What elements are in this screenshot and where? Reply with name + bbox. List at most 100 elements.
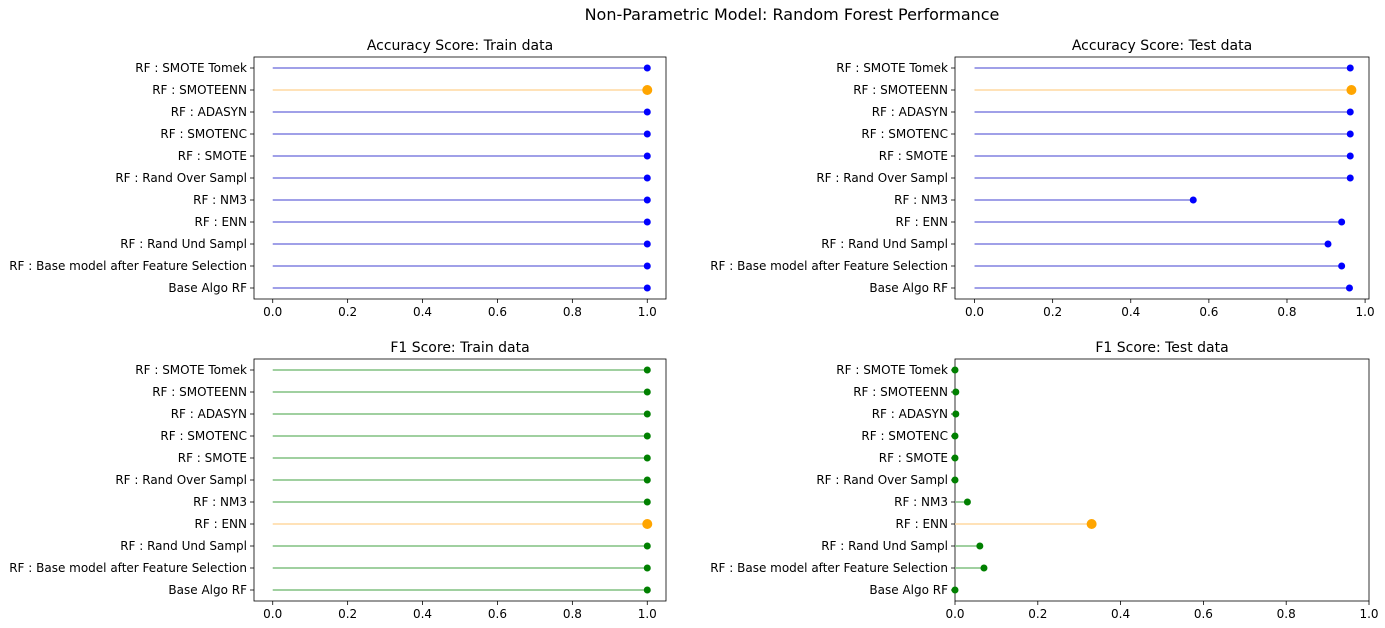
x-tick-label: 0.6 xyxy=(1194,607,1213,621)
data-marker xyxy=(643,152,651,160)
data-marker xyxy=(951,366,959,374)
x-tick-label: 0.0 xyxy=(263,305,282,319)
data-marker xyxy=(1346,152,1354,160)
y-tick-label: RF : SMOTEENN xyxy=(152,83,247,97)
y-tick-label: RF : SMOTENC xyxy=(160,127,247,141)
data-marker xyxy=(1346,130,1354,138)
y-tick-label: RF : NM3 xyxy=(894,495,948,509)
figure-title: Non-Parametric Model: Random Forest Perf… xyxy=(585,5,1000,24)
data-marker xyxy=(643,218,651,226)
data-marker xyxy=(643,64,651,72)
x-tick-label: 1.0 xyxy=(1356,305,1375,319)
y-tick-label: RF : SMOTE Tomek xyxy=(836,61,948,75)
data-marker xyxy=(1338,218,1346,226)
y-tick-label: RF : Rand Und Sampl xyxy=(120,237,247,251)
data-marker xyxy=(951,454,959,462)
data-marker xyxy=(643,388,651,396)
data-marker xyxy=(1345,284,1353,292)
data-marker xyxy=(643,262,651,270)
data-marker xyxy=(1324,240,1332,248)
data-marker xyxy=(643,130,651,138)
y-tick-label: Base Algo RF xyxy=(168,281,247,295)
data-marker xyxy=(643,542,651,550)
data-marker xyxy=(643,586,651,594)
subplot-2: Accuracy Score: Test data 0.0 0.2 0.4 0.6 0.8… xyxy=(710,38,1374,319)
y-tick-label: RF : SMOTE xyxy=(879,451,948,465)
y-tick-label: RF : SMOTENC xyxy=(861,429,948,443)
y-tick-label: RF : ADASYN xyxy=(872,105,948,119)
y-tick-label: RF : SMOTE Tomek xyxy=(836,363,948,377)
data-marker xyxy=(643,284,651,292)
y-tick-label: Base Algo RF xyxy=(168,583,247,597)
y-tick-label: RF : ENN xyxy=(896,215,948,229)
y-tick-label: RF : NM3 xyxy=(193,193,247,207)
data-marker xyxy=(951,432,959,440)
x-tick-label: 0.4 xyxy=(1111,607,1130,621)
y-tick-label: Base Algo RF xyxy=(869,281,948,295)
data-marker xyxy=(976,542,984,550)
y-tick-label: RF : SMOTEENN xyxy=(152,385,247,399)
data-marker xyxy=(963,498,971,506)
highlight-marker xyxy=(642,519,653,529)
x-tick-label: 0.6 xyxy=(1199,305,1218,319)
y-tick-label: RF : Rand Und Sampl xyxy=(821,237,948,251)
y-tick-label: RF : Rand Und Sampl xyxy=(821,539,948,553)
x-tick-label: 0.2 xyxy=(338,305,357,319)
y-tick-label: RF : NM3 xyxy=(193,495,247,509)
x-tick-label: 0.8 xyxy=(1277,305,1296,319)
x-tick-label: 0.2 xyxy=(1028,607,1047,621)
x-tick-label: 1.0 xyxy=(1359,607,1378,621)
y-tick-label: RF : SMOTE Tomek xyxy=(135,363,247,377)
x-tick-label: 0.4 xyxy=(413,607,432,621)
subplot-title: F1 Score: Test data xyxy=(1095,340,1228,356)
subplot-title: Accuracy Score: Train data xyxy=(367,38,553,54)
highlight-marker xyxy=(642,85,653,95)
x-tick-label: 0.2 xyxy=(1043,305,1062,319)
data-marker xyxy=(1346,174,1354,182)
y-tick-label: RF : Base model after Feature Selection xyxy=(710,259,948,273)
y-tick-label: RF : ENN xyxy=(195,517,247,531)
data-marker xyxy=(643,476,651,484)
subplot-title: Accuracy Score: Test data xyxy=(1072,38,1252,54)
data-marker xyxy=(1189,196,1197,204)
x-tick-label: 0.0 xyxy=(263,607,282,621)
x-tick-label: 0.6 xyxy=(488,305,507,319)
y-tick-label: RF : ENN xyxy=(896,517,948,531)
data-marker xyxy=(643,454,651,462)
data-marker xyxy=(951,586,959,594)
y-tick-label: RF : SMOTE xyxy=(178,451,247,465)
x-tick-label: 0.0 xyxy=(965,305,984,319)
y-tick-label: RF : Base model after Feature Selection xyxy=(9,561,247,575)
data-marker xyxy=(643,432,651,440)
subplot-title: F1 Score: Train data xyxy=(390,340,529,356)
y-tick-label: RF : SMOTEENN xyxy=(853,385,948,399)
x-tick-label: 0.2 xyxy=(338,607,357,621)
data-marker xyxy=(643,108,651,116)
data-marker xyxy=(980,564,988,572)
x-tick-label: 0.4 xyxy=(413,305,432,319)
y-tick-label: RF : SMOTEENN xyxy=(853,83,948,97)
data-marker xyxy=(643,410,651,418)
y-tick-label: RF : ADASYN xyxy=(171,407,247,421)
subplot-1: Accuracy Score: Train data 0.0 0.2 0.4 0.6 0.… xyxy=(9,38,667,319)
data-marker xyxy=(643,564,651,572)
x-tick-label: 1.0 xyxy=(638,305,657,319)
subplot-3: F1 Score: Train data 0.0 0.2 0.4 0.6 0.8 1.0 Ba… xyxy=(9,340,667,621)
x-tick-label: 0.8 xyxy=(1277,607,1296,621)
x-tick-label: 0.4 xyxy=(1121,305,1140,319)
x-tick-label: 0.8 xyxy=(563,305,582,319)
data-marker xyxy=(1338,262,1346,270)
y-tick-label: RF : Base model after Feature Selection xyxy=(9,259,247,273)
data-marker xyxy=(643,498,651,506)
y-tick-label: RF : SMOTE xyxy=(879,149,948,163)
data-marker xyxy=(643,174,651,182)
y-tick-label: RF : Rand Over Sampl xyxy=(115,473,247,487)
y-tick-label: RF : ENN xyxy=(195,215,247,229)
y-tick-label: RF : Base model after Feature Selection xyxy=(710,561,948,575)
data-marker xyxy=(1346,64,1354,72)
y-tick-label: RF : Rand Over Sampl xyxy=(816,171,948,185)
y-tick-label: RF : ADASYN xyxy=(872,407,948,421)
axes-frame xyxy=(954,358,1370,602)
x-tick-label: 0.0 xyxy=(945,607,964,621)
